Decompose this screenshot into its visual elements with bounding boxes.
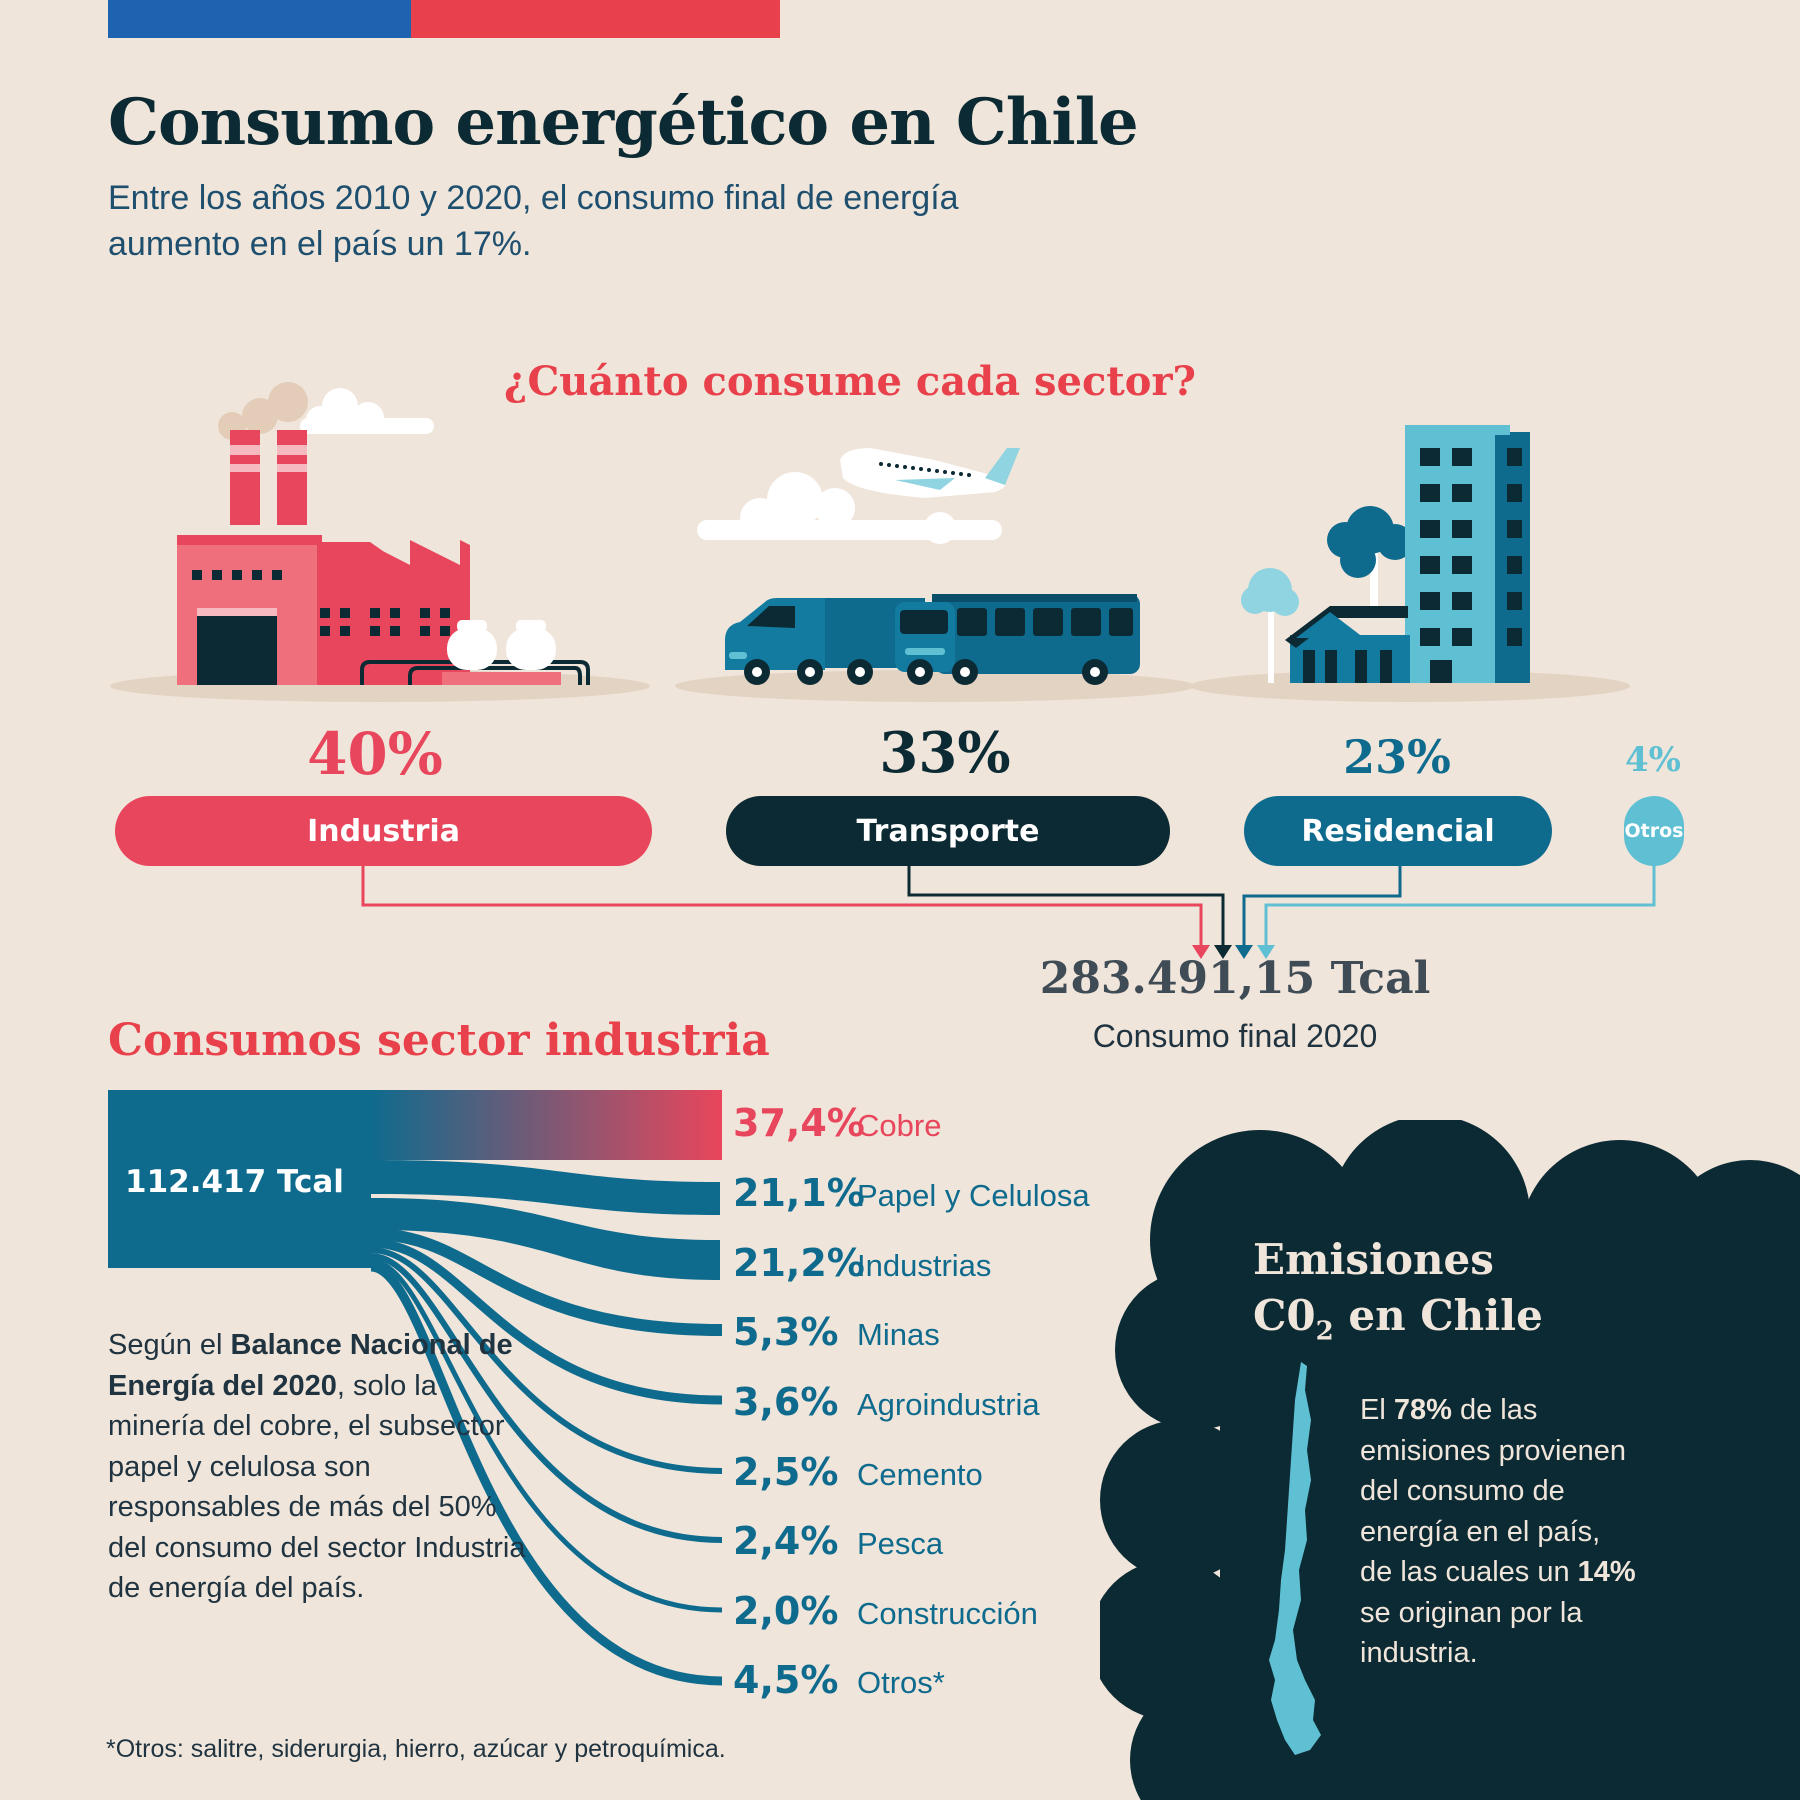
chile-map-icon (1269, 1362, 1321, 1755)
industry-note: Según el Balance Nacional de Energía del… (108, 1329, 526, 1604)
industry-total: 112.417 Tcal (125, 1164, 344, 1200)
pct-industria: 40% (307, 720, 443, 788)
row-pct-cemento: 2,5% (733, 1450, 839, 1494)
total-consumption-label: Consumo final 2020 (1092, 1018, 1378, 1054)
row-label-minas: Minas (857, 1317, 940, 1352)
residential-icon (1241, 425, 1530, 683)
total-consumption-value: 283.491,15 Tcal (1039, 953, 1431, 1004)
page-title: Consumo energético en Chile (108, 85, 1139, 160)
row-label-pesca: Pesca (857, 1526, 944, 1561)
row-label-otros: Otros* (857, 1665, 945, 1700)
row-label-papel: Papel y Celulosa (857, 1178, 1090, 1213)
sectors-question: ¿Cuánto consume cada sector? (504, 358, 1196, 405)
factory-icon (177, 382, 590, 685)
flag-bar-red (411, 0, 780, 38)
row-pct-minas: 5,3% (733, 1310, 839, 1354)
industry-flow (108, 1090, 723, 1686)
transport-icon (697, 448, 1140, 685)
emissions-title: Emisiones C02 en Chile (1253, 1235, 1543, 1347)
footnote: *Otros: salitre, siderurgia, hierro, azú… (106, 1735, 726, 1763)
emissions-cloud (1100, 1120, 1800, 1800)
pct-residencial: 23% (1343, 730, 1451, 784)
pct-transporte: 33% (879, 720, 1011, 786)
sector-connectors (361, 866, 1656, 959)
row-pct-otros: 4,5% (733, 1658, 839, 1702)
industry-title: Consumos sector industria (108, 1015, 770, 1066)
pill-residencial: Residencial (1244, 796, 1552, 866)
emissions-text: El 78% de las emisiones provienen del co… (1360, 1394, 1636, 1669)
row-label-industrias: Industrias (857, 1248, 992, 1283)
row-pct-agroindustria: 3,6% (733, 1380, 839, 1424)
row-pct-papel: 21,1% (733, 1171, 865, 1215)
row-label-cobre: Cobre (857, 1108, 942, 1143)
row-label-construccion: Construcción (857, 1596, 1038, 1631)
pct-otros: 4% (1625, 740, 1681, 780)
page-subtitle: Entre los años 2010 y 2020, el consumo f… (108, 179, 959, 263)
row-label-agroindustria: Agroindustria (857, 1387, 1040, 1422)
flag-bar-blue (108, 0, 411, 38)
pill-otros: Otros (1624, 796, 1684, 866)
pill-industria: Industria (115, 796, 652, 866)
row-pct-industrias: 21,2% (733, 1241, 865, 1285)
row-pct-cobre: 37,4% (733, 1101, 865, 1145)
row-pct-pesca: 2,4% (733, 1519, 839, 1563)
pill-transporte: Transporte (726, 796, 1170, 866)
row-label-cemento: Cemento (857, 1457, 983, 1492)
row-pct-construccion: 2,0% (733, 1589, 839, 1633)
